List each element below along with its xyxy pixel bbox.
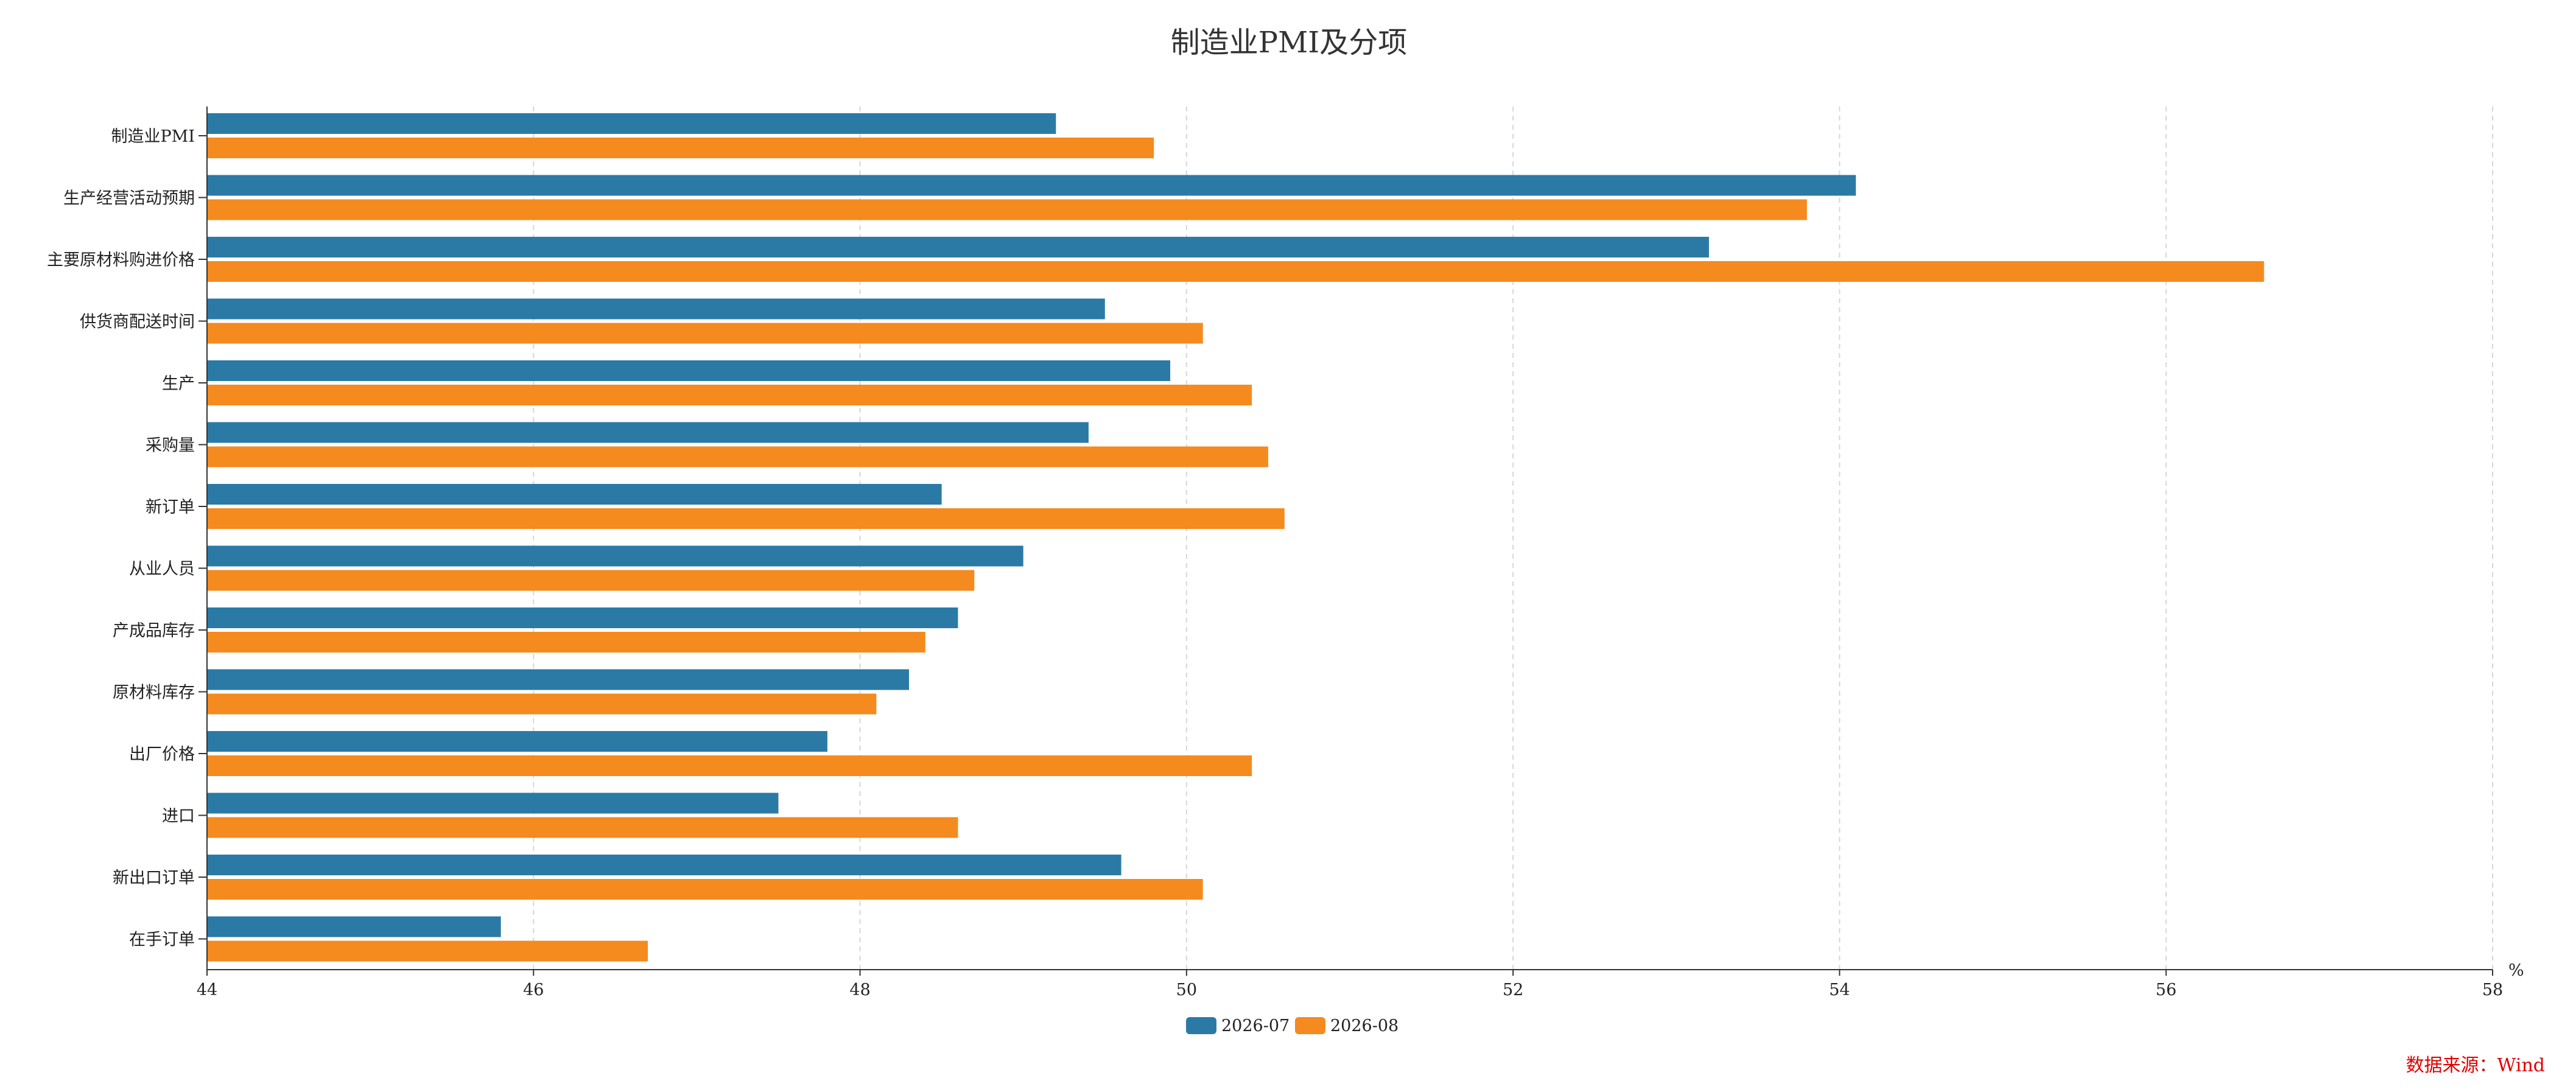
axes: 44 46 48 50 52 54 56 58 制造业PMI 生产经营活动预期主要原材料购进价格供… [47, 107, 2503, 999]
bars [207, 113, 2264, 962]
bar-2026-08 [207, 446, 1268, 467]
category-label: 供货商配送时间 [80, 313, 195, 332]
legend-swatch-2026-07 [1186, 1017, 1216, 1034]
bar-2026-07 [207, 422, 1089, 443]
bar-2026-07 [207, 545, 1023, 567]
legend-swatch-2026-08 [1295, 1017, 1325, 1034]
bar-2026-07 [207, 607, 958, 628]
bar-2026-08 [207, 138, 1154, 158]
legend-label-2026-08: 2026-08 [1330, 1017, 1399, 1035]
x-tick-label: 56 [2156, 981, 2177, 999]
chart-title: 制造业PMI及分项 [1171, 26, 1407, 60]
category-label: 出厂价格 [129, 745, 195, 764]
x-axis-unit: % [2508, 961, 2524, 980]
bar-2026-08 [207, 940, 648, 962]
bar-2026-07 [207, 113, 1056, 134]
legend-label-2026-07: 2026-07 [1221, 1017, 1290, 1035]
category-label: 在手订单 [129, 931, 195, 950]
bar-2026-07 [207, 731, 827, 752]
x-tick-label: 48 [849, 981, 870, 999]
grid-lines [533, 107, 2493, 970]
category-label: 制造业PMI [111, 127, 195, 146]
bar-2026-08 [207, 755, 1252, 776]
category-label: 生产 [162, 374, 195, 393]
category-label: 主要原材料购进价格 [47, 251, 195, 270]
bar-2026-08 [207, 817, 958, 838]
bar-2026-08 [207, 693, 877, 715]
category-label: 生产经营活动预期 [63, 189, 195, 208]
bar-2026-08 [207, 632, 925, 653]
bar-2026-08 [207, 385, 1252, 405]
x-tick-label: 54 [1829, 981, 1850, 999]
bar-2026-07 [207, 855, 1121, 875]
category-label: 新出口订单 [113, 869, 195, 887]
x-tick-label: 50 [1176, 981, 1197, 999]
x-tick-label: 52 [1503, 981, 1523, 999]
category-label: 从业人员 [129, 560, 195, 579]
source-note: 数据来源：Wind [2406, 1055, 2545, 1076]
category-label: 产成品库存 [113, 621, 195, 640]
bar-2026-08 [207, 879, 1203, 900]
bar-2026-07 [207, 360, 1171, 381]
bar-2026-08 [207, 261, 2264, 282]
bar-2026-07 [207, 669, 910, 690]
bar-2026-08 [207, 199, 1807, 220]
category-label: 原材料库存 [113, 684, 195, 702]
bar-2026-07 [207, 237, 1709, 257]
x-tick-label: 46 [523, 981, 544, 999]
bar-2026-08 [207, 570, 975, 591]
x-tick-label: 58 [2482, 981, 2503, 999]
legend: 2026-07 2026-08 [1186, 1017, 1399, 1035]
category-label: 采购量 [146, 436, 195, 455]
bar-2026-08 [207, 323, 1203, 344]
bar-2026-07 [207, 298, 1105, 320]
bar-2026-07 [207, 916, 501, 937]
bar-2026-07 [207, 793, 779, 814]
bar-2026-08 [207, 508, 1285, 529]
category-label: 新订单 [146, 498, 195, 517]
bar-2026-07 [207, 484, 942, 505]
x-tick-label: 44 [197, 981, 217, 999]
bar-2026-07 [207, 175, 1856, 196]
category-label: 进口 [162, 807, 195, 826]
